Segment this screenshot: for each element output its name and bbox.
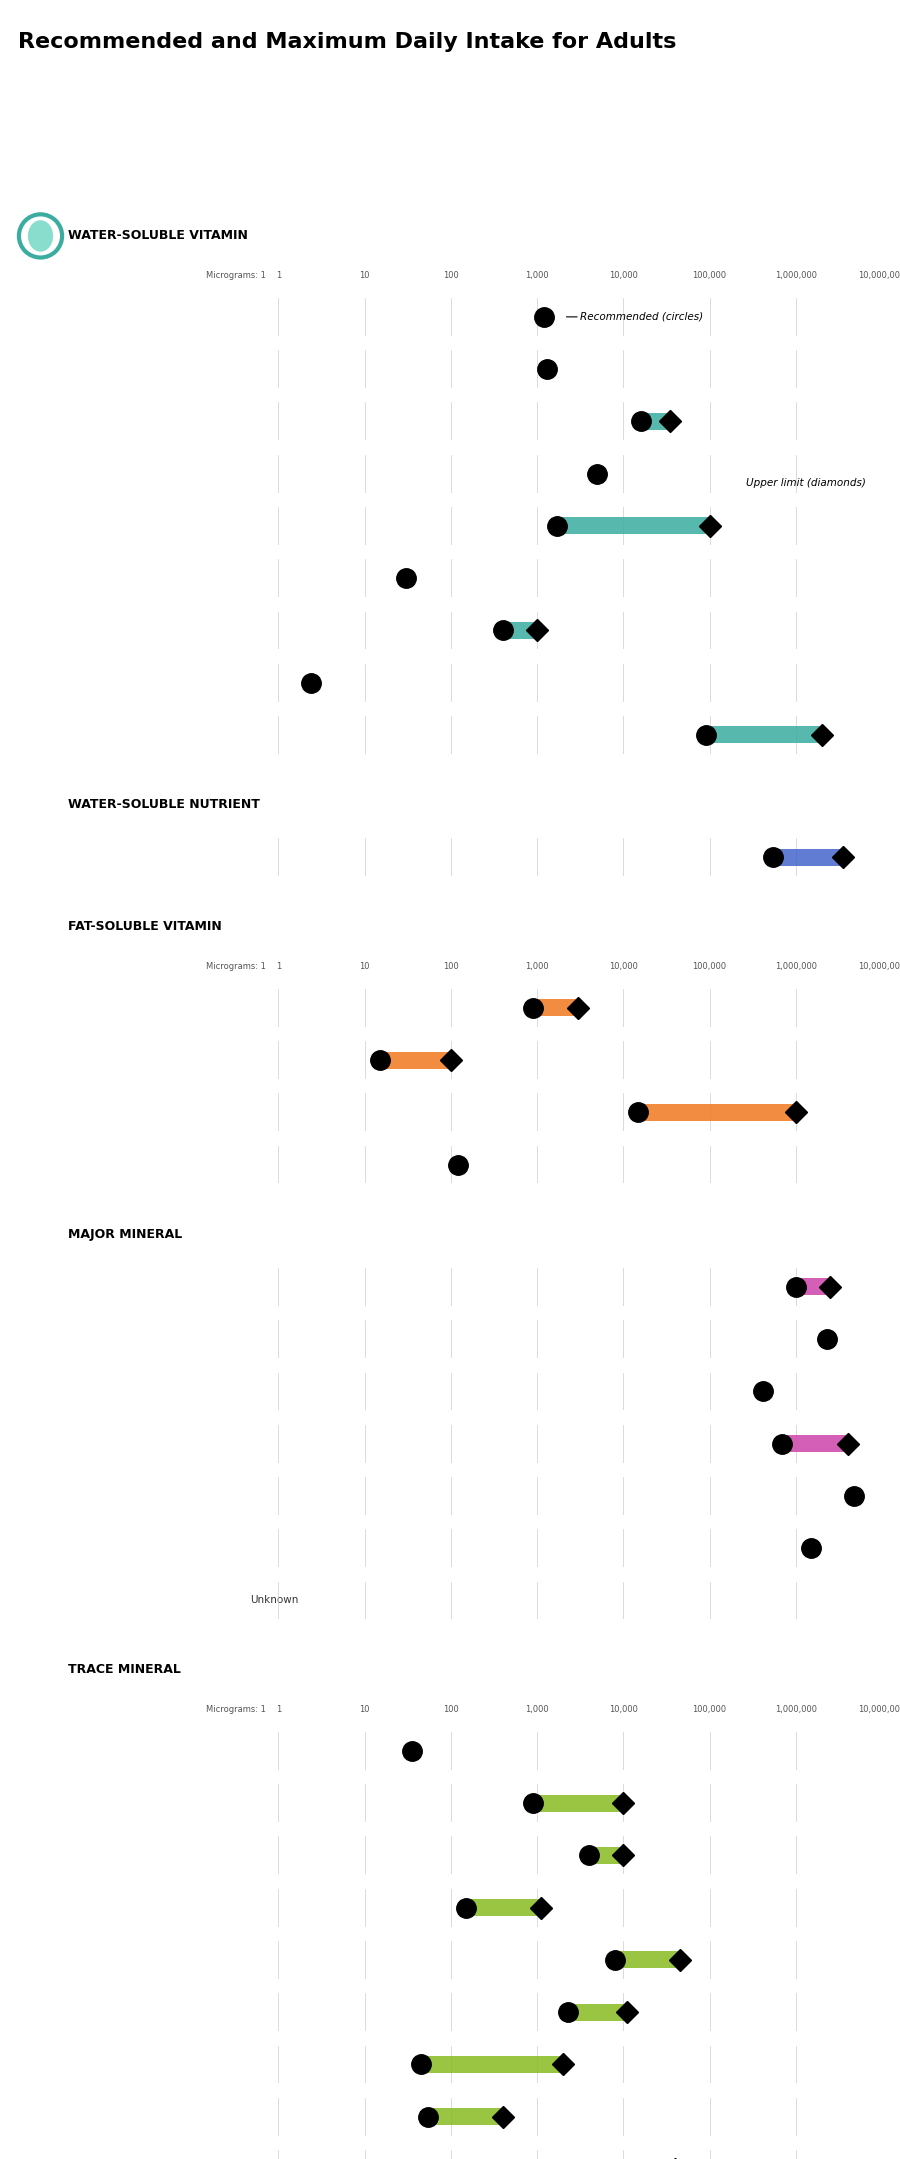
Text: Iron: Iron <box>21 1954 46 1965</box>
Text: 10,000,000: 10,000,000 <box>859 1706 900 1714</box>
Bar <box>638 1103 796 1121</box>
Bar <box>380 1051 451 1069</box>
Text: Vitamin B₂: Vitamin B₂ <box>21 365 86 374</box>
Bar <box>557 518 709 535</box>
Text: 1: 1 <box>275 270 281 281</box>
Text: 1: 1 <box>275 1706 281 1714</box>
Text: Micrograms: 1: Micrograms: 1 <box>205 270 266 281</box>
Text: 1,000,000: 1,000,000 <box>775 961 817 972</box>
Text: Molybdenum: Molybdenum <box>21 2060 101 2070</box>
Text: 10,000: 10,000 <box>609 1706 638 1714</box>
Text: 10,000: 10,000 <box>609 961 638 972</box>
Text: Phosphorus: Phosphorus <box>21 1438 94 1449</box>
Text: Copper: Copper <box>21 1798 65 1809</box>
Text: Micrograms: 1: Micrograms: 1 <box>205 1706 266 1714</box>
Text: Selenium: Selenium <box>21 2112 78 2122</box>
Text: Vitamin B₅: Vitamin B₅ <box>21 469 86 479</box>
Text: 1,000,000: 1,000,000 <box>775 270 817 281</box>
Text: Recommended (circles): Recommended (circles) <box>580 311 703 322</box>
Text: Sulfur: Sulfur <box>21 1596 58 1606</box>
Text: Upper limit (diamonds): Upper limit (diamonds) <box>745 477 866 488</box>
Bar <box>503 622 537 639</box>
Text: Vitamin B₁₂: Vitamin B₁₂ <box>21 678 91 689</box>
Text: Potassium: Potassium <box>21 1492 86 1501</box>
Text: Vitamin A: Vitamin A <box>21 1002 81 1013</box>
Text: 1,000: 1,000 <box>526 1706 549 1714</box>
Text: Unknown: Unknown <box>250 1596 299 1606</box>
Text: Choline: Choline <box>21 853 67 861</box>
Text: Vitamin B₃: Vitamin B₃ <box>21 417 86 427</box>
Bar <box>782 1436 848 1453</box>
Text: 1: 1 <box>275 961 281 972</box>
Text: Chloride: Chloride <box>21 1334 73 1345</box>
Text: TRACE MINERAL: TRACE MINERAL <box>68 1662 180 1675</box>
Text: 100: 100 <box>443 961 459 972</box>
Text: Calcium: Calcium <box>21 1282 69 1291</box>
Text: 10: 10 <box>359 270 370 281</box>
Text: Vitamin K: Vitamin K <box>21 1159 81 1170</box>
Text: 100,000: 100,000 <box>692 270 726 281</box>
Text: 10: 10 <box>359 961 370 972</box>
Bar <box>615 1952 680 1969</box>
Bar <box>589 1846 624 1863</box>
Bar <box>773 848 842 866</box>
Text: 100: 100 <box>443 1706 459 1714</box>
Text: Recommended and Maximum Daily Intake for Adults: Recommended and Maximum Daily Intake for… <box>18 32 677 52</box>
Bar <box>421 2055 563 2073</box>
Text: Vitamin B₉: Vitamin B₉ <box>21 626 86 635</box>
Bar <box>796 1278 830 1295</box>
Text: Manganese: Manganese <box>21 2008 92 2017</box>
Bar <box>641 412 670 430</box>
Text: 1,000: 1,000 <box>526 961 549 972</box>
Text: MAJOR MINERAL: MAJOR MINERAL <box>68 1228 182 1241</box>
Text: Micrograms: 1: Micrograms: 1 <box>205 961 266 972</box>
Text: Vitamin E: Vitamin E <box>21 1108 80 1118</box>
Text: Sodium: Sodium <box>21 1544 68 1552</box>
Text: 10,000: 10,000 <box>609 270 638 281</box>
Text: WATER-SOLUBLE VITAMIN: WATER-SOLUBLE VITAMIN <box>68 229 248 242</box>
Text: Vitamin D: Vitamin D <box>21 1056 82 1064</box>
Bar <box>533 1000 578 1017</box>
Bar <box>706 725 822 743</box>
Text: 1,000,000: 1,000,000 <box>775 1706 817 1714</box>
Bar <box>428 2107 503 2124</box>
Text: Chromium: Chromium <box>21 1747 85 1755</box>
Text: 100,000: 100,000 <box>692 1706 726 1714</box>
Text: Fluoride: Fluoride <box>21 1850 72 1861</box>
Text: WATER-SOLUBLE NUTRIENT: WATER-SOLUBLE NUTRIENT <box>68 799 259 812</box>
Text: Vitamin C: Vitamin C <box>21 730 80 741</box>
Text: Vitamin B₆: Vitamin B₆ <box>21 520 86 531</box>
Text: 100,000: 100,000 <box>692 961 726 972</box>
Text: 10,000,000: 10,000,000 <box>859 270 900 281</box>
Text: Vitamin B₇: Vitamin B₇ <box>21 572 86 583</box>
Text: FAT-SOLUBLE VITAMIN: FAT-SOLUBLE VITAMIN <box>68 920 221 933</box>
Bar <box>533 1794 624 1811</box>
Text: 1,000: 1,000 <box>526 270 549 281</box>
Text: 100: 100 <box>443 270 459 281</box>
Text: 10,000,000: 10,000,000 <box>859 961 900 972</box>
Text: 10: 10 <box>359 1706 370 1714</box>
Bar <box>466 1900 541 1917</box>
Text: Iodine: Iodine <box>21 1902 59 1913</box>
Text: Magnesium: Magnesium <box>21 1386 92 1397</box>
Bar <box>568 2004 627 2021</box>
Text: Vitamin B₁: Vitamin B₁ <box>21 311 86 322</box>
